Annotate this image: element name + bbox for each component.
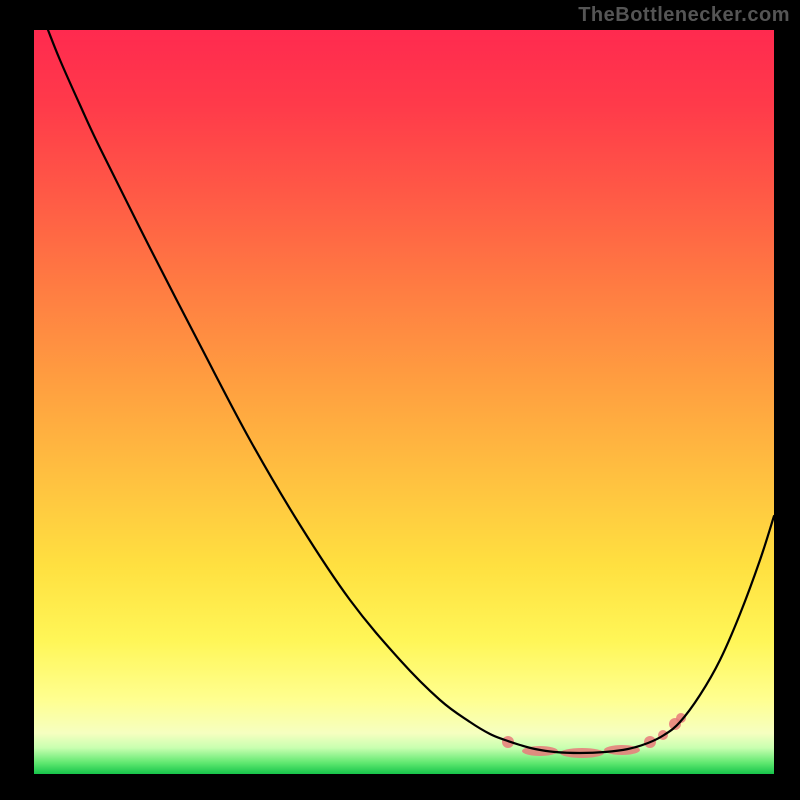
- chart-outer: TheBottlenecker.com: [0, 0, 800, 800]
- markers-group: [502, 713, 686, 758]
- bottleneck-curve: [48, 30, 774, 753]
- curve-layer: [34, 30, 774, 774]
- watermark-text: TheBottlenecker.com: [578, 4, 790, 27]
- plot-area: [34, 30, 774, 774]
